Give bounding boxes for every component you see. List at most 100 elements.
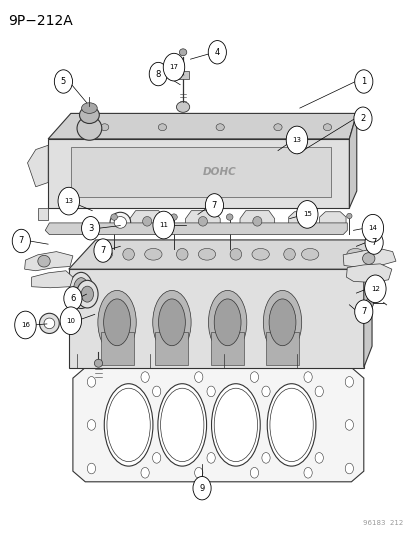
Ellipse shape (38, 255, 50, 267)
FancyBboxPatch shape (100, 332, 133, 365)
Ellipse shape (111, 214, 117, 220)
Text: 15: 15 (302, 212, 311, 217)
Circle shape (194, 372, 202, 382)
Polygon shape (240, 211, 274, 232)
Text: 9: 9 (199, 483, 204, 492)
Polygon shape (38, 208, 48, 220)
Ellipse shape (267, 384, 315, 466)
Text: 14: 14 (368, 225, 376, 231)
Ellipse shape (157, 384, 206, 466)
Text: 10: 10 (66, 318, 75, 324)
Ellipse shape (44, 318, 55, 329)
Circle shape (94, 239, 112, 262)
FancyBboxPatch shape (155, 332, 188, 365)
FancyBboxPatch shape (266, 332, 298, 365)
Ellipse shape (216, 124, 224, 131)
Ellipse shape (104, 384, 152, 466)
Circle shape (261, 386, 269, 397)
Text: 5: 5 (61, 77, 66, 86)
Circle shape (152, 211, 174, 239)
Text: 7: 7 (360, 307, 366, 316)
Polygon shape (349, 114, 356, 208)
Circle shape (64, 287, 82, 310)
Ellipse shape (252, 248, 268, 260)
Polygon shape (69, 240, 371, 269)
Ellipse shape (110, 212, 131, 232)
Circle shape (314, 386, 323, 397)
Polygon shape (346, 264, 391, 282)
Circle shape (87, 376, 95, 387)
Text: 8: 8 (155, 70, 161, 78)
Text: 16: 16 (21, 322, 30, 328)
Text: 7: 7 (211, 201, 216, 210)
Polygon shape (185, 211, 220, 232)
Circle shape (206, 453, 215, 463)
Polygon shape (48, 114, 356, 139)
Text: 17: 17 (169, 64, 178, 70)
Ellipse shape (81, 103, 97, 114)
Text: 12: 12 (370, 286, 379, 292)
Ellipse shape (170, 214, 177, 220)
Text: 3: 3 (88, 224, 93, 233)
Ellipse shape (76, 280, 98, 308)
Ellipse shape (273, 124, 281, 131)
Circle shape (354, 70, 372, 93)
Circle shape (261, 453, 269, 463)
Circle shape (54, 70, 72, 93)
Polygon shape (48, 139, 349, 208)
Ellipse shape (268, 299, 295, 346)
Polygon shape (69, 269, 363, 368)
Ellipse shape (95, 248, 112, 260)
Circle shape (87, 419, 95, 430)
Ellipse shape (69, 272, 93, 309)
Polygon shape (73, 368, 363, 482)
Circle shape (364, 275, 385, 303)
Ellipse shape (158, 299, 185, 346)
Text: 7: 7 (19, 237, 24, 246)
Circle shape (354, 300, 372, 324)
Circle shape (303, 467, 311, 478)
Polygon shape (31, 271, 73, 288)
Polygon shape (363, 240, 371, 368)
Text: DOHC: DOHC (202, 167, 236, 177)
Ellipse shape (145, 248, 161, 260)
Ellipse shape (79, 107, 99, 124)
Circle shape (141, 467, 149, 478)
Circle shape (353, 107, 371, 131)
Ellipse shape (283, 248, 294, 260)
Ellipse shape (152, 290, 191, 354)
Ellipse shape (123, 248, 134, 260)
Circle shape (194, 467, 202, 478)
Circle shape (344, 463, 353, 474)
Ellipse shape (179, 49, 186, 56)
Circle shape (152, 386, 160, 397)
Circle shape (206, 386, 215, 397)
Circle shape (296, 200, 317, 228)
Circle shape (152, 453, 160, 463)
Circle shape (163, 53, 184, 81)
Ellipse shape (73, 278, 89, 303)
Ellipse shape (230, 248, 241, 260)
Text: 7: 7 (370, 238, 376, 247)
Circle shape (303, 372, 311, 382)
Ellipse shape (97, 290, 136, 354)
Polygon shape (319, 212, 345, 229)
Ellipse shape (176, 102, 189, 112)
Circle shape (361, 214, 383, 242)
Text: 2: 2 (359, 114, 365, 123)
Text: 6: 6 (70, 294, 76, 303)
Text: 7: 7 (100, 246, 105, 255)
Text: 13: 13 (64, 198, 73, 204)
Circle shape (149, 62, 167, 86)
Circle shape (250, 372, 258, 382)
Ellipse shape (211, 384, 260, 466)
Ellipse shape (94, 359, 102, 367)
Text: 4: 4 (214, 48, 219, 56)
Polygon shape (342, 248, 395, 268)
Text: 96183  212: 96183 212 (362, 520, 402, 526)
Circle shape (60, 307, 81, 335)
Ellipse shape (77, 116, 102, 140)
Circle shape (250, 467, 258, 478)
Ellipse shape (214, 299, 240, 346)
Circle shape (192, 477, 211, 500)
